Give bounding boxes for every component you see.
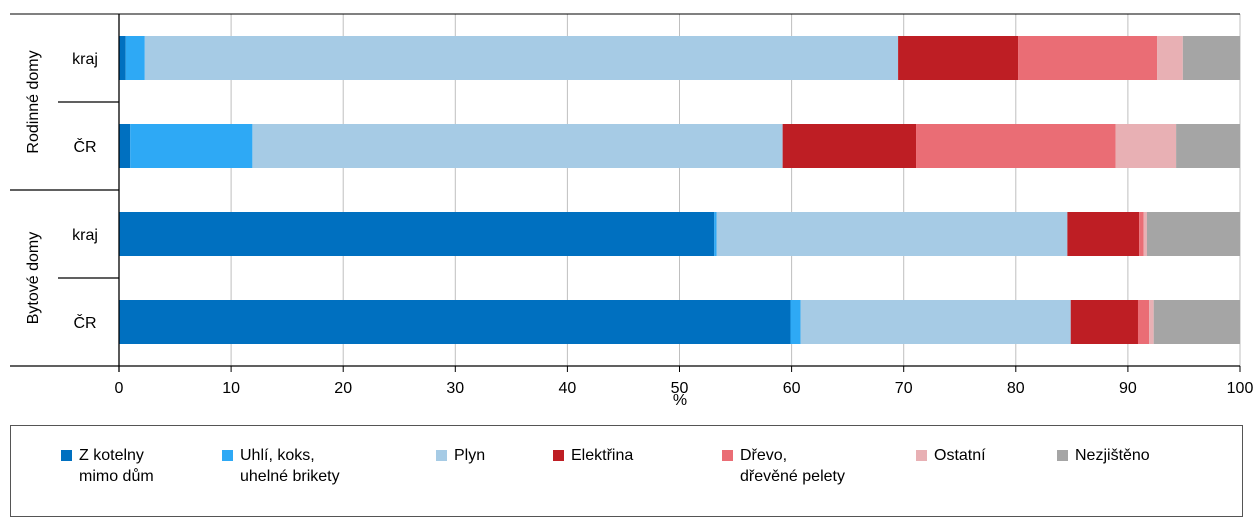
x-tick-label: 90: [1119, 380, 1137, 397]
group-label: Bytové domy: [25, 232, 42, 324]
bar-segment: [1153, 300, 1240, 344]
bar-segment: [1115, 124, 1177, 168]
legend-label: Elektřina: [571, 447, 634, 464]
axes: [10, 13, 1241, 372]
stacked-bar-chart: 0 10 20 30 40 50 60 70 80 90 100 kraj ČR kraj ČR Rodi…: [10, 13, 1254, 409]
x-tick-label: 40: [559, 380, 577, 397]
x-axis-label: %: [673, 392, 687, 409]
bar-segment: [1182, 36, 1240, 80]
bar-segment: [1018, 36, 1158, 80]
bar-segment: [782, 124, 917, 168]
bar-segment: [1146, 212, 1240, 256]
bar-segment: [119, 300, 791, 344]
x-tick-label: 10: [222, 380, 240, 397]
legend-item: Plyn: [436, 445, 485, 466]
bar-segment: [1149, 300, 1154, 344]
bar-segment: [252, 124, 783, 168]
legend-item: Nezjištěno: [1057, 445, 1150, 466]
legend-swatch: [222, 450, 233, 461]
legend-swatch: [1057, 450, 1068, 461]
bar-segment: [1067, 212, 1140, 256]
bar-segment: [1157, 36, 1183, 80]
bar-segment: [125, 36, 145, 80]
legend-item: Dřevo, dřevěné pelety: [722, 445, 845, 487]
x-tick-label: 50: [671, 380, 689, 397]
legend: Z kotelny mimo dům Uhlí, koks, uhelné bri…: [10, 425, 1243, 517]
x-tick-label: 20: [334, 380, 352, 397]
legend-label: Dřevo, dřevěné pelety: [740, 447, 845, 485]
bar-segment: [916, 124, 1116, 168]
x-tick-label: 30: [446, 380, 464, 397]
x-tick-label: 0: [115, 380, 124, 397]
bar-segment: [898, 36, 1019, 80]
x-tick-label: 100: [1227, 380, 1254, 397]
x-tick-label: 80: [1007, 380, 1025, 397]
bar-segment: [800, 300, 1071, 344]
bar-segment: [1143, 212, 1147, 256]
bar-segment: [1070, 300, 1138, 344]
row-label: ČR: [73, 313, 96, 332]
group-labels: Rodinné domy Bytové domy: [25, 50, 42, 324]
legend-label: Plyn: [454, 447, 486, 464]
bar-segment: [716, 212, 1068, 256]
legend-swatch: [722, 450, 733, 461]
legend-label: Nezjištěno: [1075, 447, 1150, 464]
bar-segment: [144, 36, 899, 80]
bar-segment: [119, 124, 131, 168]
x-tick-labels: 0 10 20 30 40 50 60 70 80 90 100: [115, 380, 1254, 397]
bar-segment: [714, 212, 717, 256]
legend-label: Uhlí, koks, uhelné brikety: [240, 447, 340, 485]
row-label: kraj: [72, 227, 98, 244]
legend-swatch: [61, 450, 72, 461]
row-label: ČR: [73, 137, 96, 156]
legend-swatch: [553, 450, 564, 461]
group-label: Rodinné domy: [25, 50, 42, 153]
legend-item: Uhlí, koks, uhelné brikety: [222, 445, 340, 487]
legend-label: Z kotelny mimo dům: [79, 447, 154, 485]
bar-segment: [119, 212, 715, 256]
row-label: kraj: [72, 51, 98, 68]
bar-segment: [1137, 300, 1150, 344]
legend-item: Z kotelny mimo dům: [61, 445, 154, 487]
bars: [119, 36, 1240, 344]
legend-label: Ostatní: [934, 447, 986, 464]
bar-segment: [130, 124, 253, 168]
bar-segment: [1139, 212, 1144, 256]
row-labels: kraj ČR kraj ČR: [72, 51, 98, 332]
bar-segment: [1176, 124, 1240, 168]
legend-swatch: [436, 450, 447, 461]
x-tick-label: 70: [895, 380, 913, 397]
legend-item: Ostatní: [916, 445, 986, 466]
x-tick-label: 60: [783, 380, 801, 397]
legend-item: Elektřina: [553, 445, 633, 466]
legend-swatch: [916, 450, 927, 461]
bar-segment: [790, 300, 801, 344]
bar-segment: [119, 36, 126, 80]
